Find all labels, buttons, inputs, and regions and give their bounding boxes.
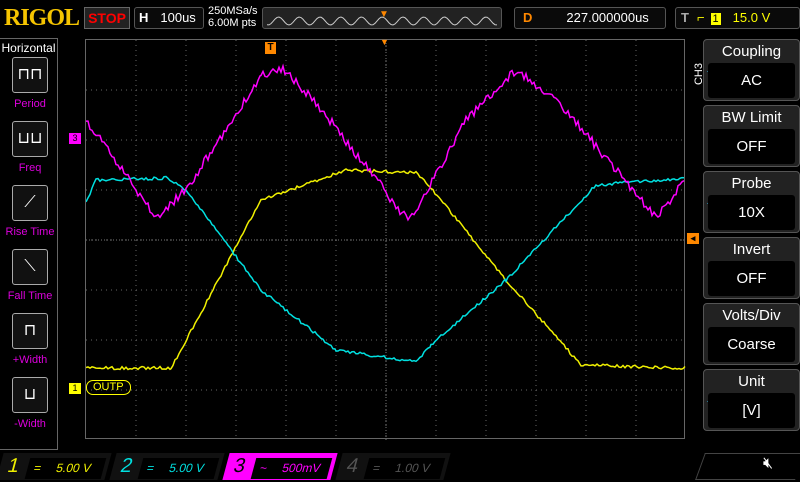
coupling-icon: = (371, 461, 382, 475)
channel-3-button[interactable]: 3 ~ 500mV (222, 453, 337, 480)
menu-coupling[interactable]: Coupling◀AC (703, 39, 800, 101)
menu-value: Coarse (708, 327, 795, 362)
coupling-icon: = (32, 461, 43, 475)
negative-width-icon[interactable]: ⊔ (12, 377, 48, 413)
delay-value: 227.000000us (566, 10, 648, 25)
menu-value: OFF (708, 129, 795, 164)
waveform-display[interactable] (85, 39, 685, 439)
memory-depth: 6.00M pts (208, 17, 258, 29)
menu-bw-limit[interactable]: BW Limit OFF (703, 105, 800, 167)
menu-value: OFF (708, 261, 795, 296)
menu-title: Probe (704, 172, 799, 192)
channel-scale-box: ~ 500mV (251, 458, 333, 479)
channel-2-button[interactable]: 2 = 5.00 V (109, 453, 224, 480)
channel-number: 3 (231, 455, 248, 477)
channel-scale: 1.00 V (394, 461, 432, 475)
menu-title: Unit (704, 370, 799, 390)
ch3-trace (86, 66, 684, 220)
channel-menu-label: CH3 (693, 63, 705, 85)
ch2-trace (86, 177, 684, 362)
waveform-overview[interactable]: ▼ (262, 7, 502, 29)
d-label: D (523, 10, 532, 25)
menu-title: Volts/Div (704, 304, 799, 324)
trigger-level-marker[interactable]: ◂ (687, 233, 699, 244)
menu-item-label[interactable]: +Width (0, 354, 60, 366)
trigger-position-marker: ▼ (379, 9, 389, 20)
channel-4-button[interactable]: 4 = 1.00 V (335, 453, 450, 480)
period-icon[interactable]: ⊓⊓ (12, 57, 48, 93)
menu-unit[interactable]: Unit◀[V] (703, 369, 800, 431)
menu-title: Invert (704, 238, 799, 258)
channel-number: 4 (344, 455, 361, 477)
menu-item-label[interactable]: -Width (0, 418, 60, 430)
h-label: H (139, 10, 148, 25)
fall-time-icon[interactable]: ⟍ (12, 249, 48, 285)
channel-scale-box: = 1.00 V (364, 458, 446, 479)
trigger-box[interactable]: T ⌐ 1 15.0 V (675, 7, 800, 29)
menu-value: 10X (708, 195, 795, 230)
timebase-box[interactable]: H 100us (134, 7, 204, 29)
menu-item-label[interactable]: Period (0, 98, 60, 110)
menu-title: Horizontal (0, 39, 57, 55)
rise-time-icon[interactable]: ⟋ (12, 185, 48, 221)
timebase-value: 100us (160, 10, 195, 25)
positive-width-icon[interactable]: ⊓ (12, 313, 48, 349)
channel-1-button[interactable]: 1 = 5.00 V (0, 453, 112, 480)
delay-box[interactable]: D 227.000000us (514, 7, 666, 29)
run-stop-status[interactable]: STOP (84, 7, 130, 29)
channel-scale-box: = 5.00 V (25, 458, 107, 479)
sample-rate: 250MSa/s (208, 5, 258, 17)
channel-scale: 500mV (281, 461, 323, 475)
menu-title: BW Limit (704, 106, 799, 126)
menu-value: [V] (708, 393, 795, 428)
menu-item-label[interactable]: Freq (0, 162, 60, 174)
channel-menu: Coupling◀AC BW Limit OFF Probe◀10X Invert OFF… (703, 39, 800, 439)
menu-probe[interactable]: Probe◀10X (703, 171, 800, 233)
menu-item-label[interactable]: Fall Time (0, 290, 60, 302)
channel-scale: 5.00 V (55, 461, 93, 475)
coupling-icon: = (145, 461, 156, 475)
menu-volts-div[interactable]: Volts/Div Coarse (703, 303, 800, 365)
menu-value: AC (708, 63, 795, 98)
channel-scale-box: = 5.00 V (138, 458, 220, 479)
menu-item-label[interactable]: Rise Time (0, 226, 60, 238)
status-area (695, 453, 800, 480)
channel-scale: 5.00 V (168, 461, 206, 475)
channel-number: 1 (5, 455, 22, 477)
trigger-time-marker[interactable]: T (265, 42, 276, 54)
center-marker: ▼ (380, 37, 389, 47)
freq-icon[interactable]: ⊔⊔ (12, 121, 48, 157)
acquisition-info: 250MSa/s 6.00M pts (208, 5, 258, 29)
trigger-level: 15.0 V (733, 10, 771, 25)
ch1-label: OUTP (86, 380, 131, 395)
measure-menu: Horizontal ⊓⊓ Period ⊔⊔ Freq ⟋ Rise Time ⟍ Fall… (0, 38, 58, 450)
rising-edge-icon: ⌐ (697, 10, 705, 25)
menu-invert[interactable]: Invert OFF (703, 237, 800, 299)
brand-logo: RIGOL (4, 5, 79, 32)
speaker-muted-icon[interactable]: 🔇︎ (763, 455, 773, 473)
ch1-offset-marker[interactable]: 1 (69, 383, 81, 394)
coupling-icon: ~ (258, 461, 269, 475)
channel-number: 2 (118, 455, 135, 477)
ch3-offset-marker[interactable]: 3 (69, 133, 81, 144)
menu-title: Coupling (704, 40, 799, 60)
t-label: T (681, 10, 689, 25)
trigger-source: 1 (711, 13, 721, 25)
